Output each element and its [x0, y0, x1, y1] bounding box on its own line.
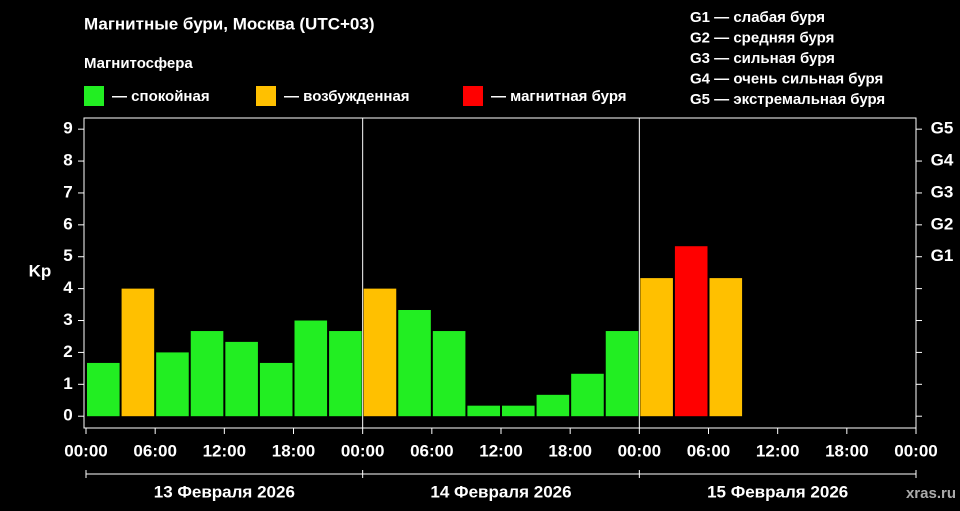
plot-frame — [83, 117, 917, 429]
bar — [259, 362, 293, 417]
y-tick-label: 1 — [63, 374, 72, 393]
bar — [674, 246, 708, 417]
x-tick-label: 00:00 — [64, 441, 107, 460]
x-tick-label: 00:00 — [894, 441, 937, 460]
x-tick-label: 06:00 — [133, 441, 176, 460]
legend-swatch — [463, 86, 483, 106]
x-tick-label: 00:00 — [341, 441, 384, 460]
bar — [329, 331, 362, 417]
day-label: 13 Февраля 2026 — [154, 482, 295, 501]
bar — [363, 288, 397, 417]
bar — [225, 341, 258, 417]
y-tick-label: 8 — [63, 151, 72, 170]
y-tick-label: 4 — [63, 278, 73, 297]
legend-label: — возбужденная — [284, 88, 410, 105]
y-label: Kp — [29, 261, 52, 280]
x-tick-label: 06:00 — [410, 441, 453, 460]
x-tick-label: 06:00 — [687, 441, 730, 460]
storm-level: G3 — сильная буря — [690, 50, 835, 67]
legend-swatch — [84, 86, 104, 106]
y2-tick-label: G5 — [931, 119, 954, 138]
day-label: 15 Февраля 2026 — [707, 482, 848, 501]
y-tick-label: 6 — [63, 214, 72, 233]
x-tick-label: 18:00 — [825, 441, 868, 460]
storm-level: G1 — слабая буря — [690, 9, 825, 26]
y2-tick-label: G3 — [931, 182, 954, 201]
storm-level: G4 — очень сильная буря — [690, 70, 883, 87]
bar — [190, 331, 224, 417]
y2-tick-label: G1 — [931, 246, 954, 265]
x-tick-label: 18:00 — [272, 441, 315, 460]
bar — [398, 309, 431, 417]
bar — [467, 405, 500, 417]
y2-tick-label: G2 — [931, 214, 954, 233]
bar — [502, 405, 535, 417]
bar — [640, 278, 673, 417]
bar — [121, 288, 155, 417]
x-tick-label: 12:00 — [203, 441, 246, 460]
y-tick-label: 5 — [63, 246, 72, 265]
y2-tick-label: G4 — [931, 151, 954, 170]
x-tick-label: 12:00 — [479, 441, 522, 460]
storm-level: G2 — средняя буря — [690, 29, 834, 46]
day-label: 14 Февраля 2026 — [430, 482, 571, 501]
bar — [536, 394, 570, 417]
bar — [709, 278, 743, 417]
x-tick-label: 18:00 — [548, 441, 591, 460]
legend-swatch — [256, 86, 276, 106]
bar — [432, 331, 466, 417]
bar — [156, 352, 189, 417]
x-tick-label: 12:00 — [756, 441, 799, 460]
bar — [571, 373, 604, 417]
watermark: xras.ru — [906, 485, 956, 502]
y-tick-label: 3 — [63, 310, 72, 329]
x-tick-label: 00:00 — [618, 441, 661, 460]
storm-level: G5 — экстремальная буря — [690, 91, 885, 108]
legend-label: — магнитная буря — [491, 88, 627, 105]
bar — [605, 331, 639, 417]
chart-title: Магнитные бури, Москва (UTC+03) — [84, 14, 375, 33]
y-tick-label: 2 — [63, 342, 72, 361]
bar — [294, 320, 328, 417]
legend-title: Магнитосфера — [84, 55, 193, 72]
legend-label: — спокойная — [112, 88, 210, 105]
y-tick-label: 7 — [63, 182, 72, 201]
bar — [87, 362, 120, 417]
y-tick-label: 0 — [63, 406, 72, 425]
y-tick-label: 9 — [63, 119, 72, 138]
